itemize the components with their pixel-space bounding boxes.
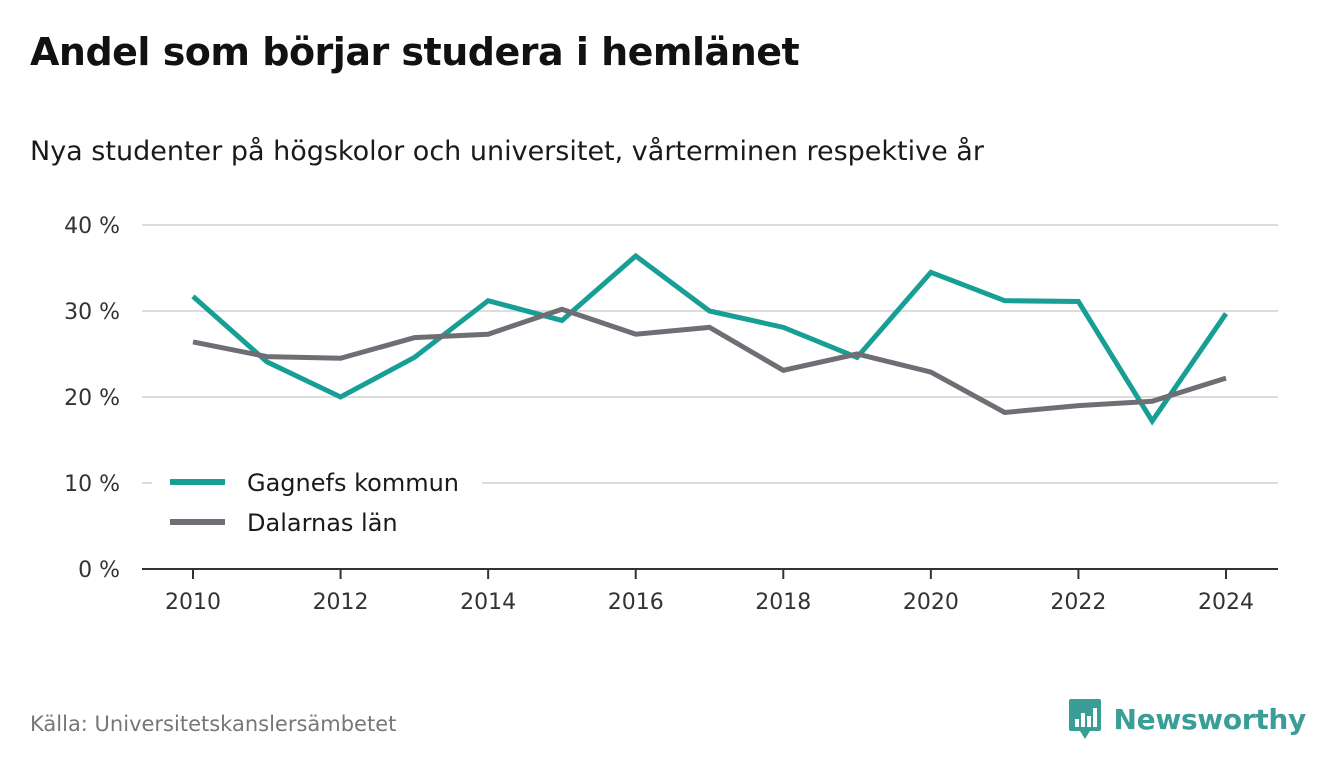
chart-subtitle: Nya studenter på högskolor och universit…	[30, 136, 984, 167]
series-line-gagnef	[191, 252, 1229, 426]
bar-chart-icon	[1068, 699, 1101, 739]
x-tick-label: 2012	[313, 590, 369, 615]
axes: 0 % 10 % 20 % 30 % 40 % 2010 2012 2014 2016 2018 2…	[64, 214, 1278, 615]
x-tick-label: 2024	[1198, 590, 1254, 615]
y-tick-label: 10 %	[64, 472, 120, 497]
y-tick-label: 20 %	[64, 386, 120, 411]
chart-title: Andel som börjar studera i hemlänet	[30, 30, 800, 74]
brand-name: Newsworthy	[1113, 702, 1307, 736]
line-chart: 0 % 10 % 20 % 30 % 40 % 2010 2012 2014 2016 2018 2…	[64, 214, 1278, 615]
series-lines	[191, 252, 1229, 426]
gridlines	[142, 224, 1278, 484]
y-tick-label: 30 %	[64, 300, 120, 325]
y-tick-label: 40 %	[64, 214, 120, 239]
x-tick-label: 2020	[903, 590, 959, 615]
legend: Gagnefs kommun Dalarnas län	[152, 462, 482, 540]
source-note: Källa: Universitetskanslersämbetet	[30, 712, 397, 736]
series-line-dalarna	[192, 306, 1227, 416]
legend-label: Gagnefs kommun	[247, 469, 459, 497]
x-tick-label: 2010	[165, 590, 221, 615]
x-tick-label: 2014	[460, 590, 516, 615]
legend-label: Dalarnas län	[247, 509, 398, 537]
x-tick-label: 2018	[755, 590, 811, 615]
brand-logo: Newsworthy	[1068, 697, 1306, 741]
x-tick-label: 2022	[1050, 590, 1106, 615]
x-tick-label: 2016	[608, 590, 664, 615]
y-tick-label: 0 %	[78, 558, 120, 583]
